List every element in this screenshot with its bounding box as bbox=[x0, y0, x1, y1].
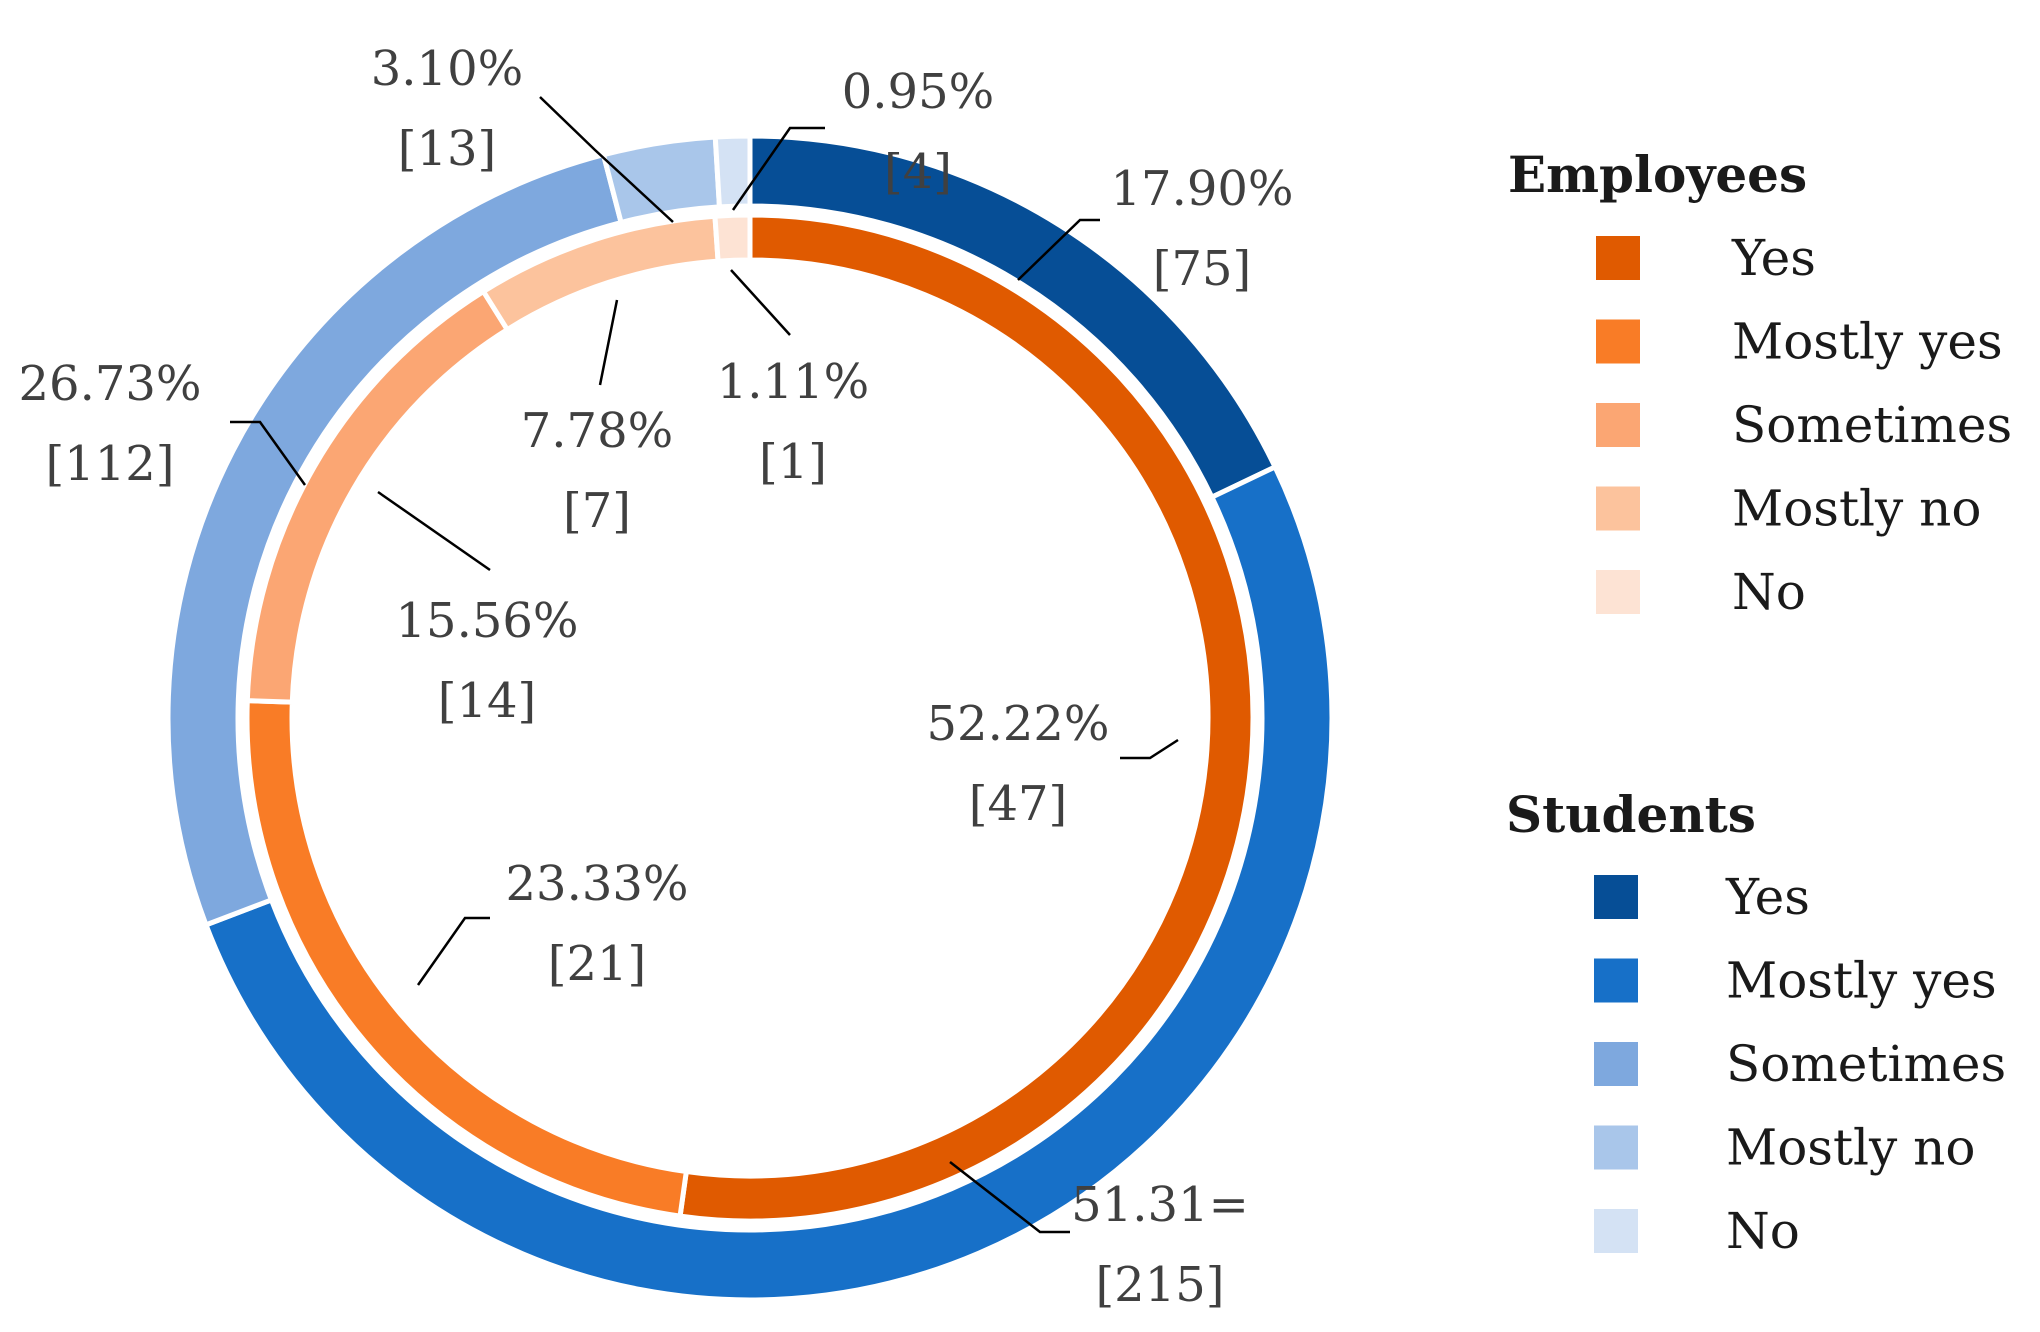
employees-no-leader-line bbox=[730, 269, 791, 336]
employees-mostly-yes-percent-label: 23.33% bbox=[505, 856, 688, 912]
legend-title-students: Students bbox=[1506, 785, 1756, 844]
employees-yes-count-label: [47] bbox=[969, 776, 1068, 832]
employees-sometimes-count-label: [14] bbox=[438, 673, 537, 729]
students-mostly-no-leader-line bbox=[539, 96, 674, 223]
leader-lines bbox=[230, 96, 1179, 1234]
employees-segment-no bbox=[712, 212, 753, 264]
employees-no-count-label: [1] bbox=[759, 434, 827, 490]
legend-label-students-sometimes: Sometimes bbox=[1726, 1035, 2006, 1093]
employees-mostly-yes-count-label: [21] bbox=[548, 936, 647, 992]
legend-label-students-no: No bbox=[1726, 1202, 1800, 1260]
legend-label-students-mostly-no: Mostly no bbox=[1726, 1119, 1976, 1177]
employees-mostly-no-percent-label: 7.78% bbox=[521, 403, 673, 459]
legend-label-employees-sometimes: Sometimes bbox=[1732, 396, 2012, 454]
legend-swatch-students-mostly-no bbox=[1594, 1125, 1638, 1170]
legend-label-employees-mostly-no: Mostly no bbox=[1732, 480, 1982, 538]
students-mostly-yes-percent-label: 51.31= bbox=[1071, 1177, 1249, 1233]
students-no-percent-label: 0.95% bbox=[842, 64, 994, 120]
students-segment-mostly-yes bbox=[202, 463, 1335, 1303]
students-mostly-yes-leader-line bbox=[949, 1161, 1070, 1234]
employees-mostly-no-leader-line bbox=[598, 299, 619, 386]
legend-swatch-employees-yes bbox=[1596, 236, 1640, 280]
students-yes-count-label: [75] bbox=[1153, 241, 1252, 297]
legend-swatch-employees-no bbox=[1596, 570, 1640, 614]
legend-swatch-employees-mostly-yes bbox=[1596, 319, 1640, 364]
employees-sometimes-leader-line bbox=[377, 490, 491, 572]
legend-swatch-employees-sometimes bbox=[1596, 403, 1640, 447]
employees-yes-leader-line bbox=[1120, 738, 1179, 760]
legend-label-employees-no: No bbox=[1732, 563, 1806, 621]
students-mostly-no-percent-label: 3.10% bbox=[371, 41, 523, 97]
employees-mostly-yes-leader-line bbox=[416, 916, 490, 986]
students-no-leader-line bbox=[731, 126, 825, 211]
legend-swatch-students-mostly-yes bbox=[1594, 958, 1638, 1003]
students-segment-no bbox=[712, 133, 753, 210]
students-sometimes-count-label: [112] bbox=[45, 436, 174, 492]
legend-swatch-students-no bbox=[1594, 1209, 1638, 1253]
students-yes-percent-label: 17.90% bbox=[1110, 161, 1293, 217]
employees-sometimes-percent-label: 15.56% bbox=[395, 593, 578, 649]
legend: Employees Students Yes Mostly yes Sometime… bbox=[1506, 145, 2012, 1260]
legend-label-employees-mostly-yes: Mostly yes bbox=[1732, 313, 2003, 371]
data-labels: 52.22% [47] 23.33% [21] 15.56% [14] 7.78% [7] 1.… bbox=[18, 41, 1293, 1313]
legend-swatch-students-sometimes bbox=[1594, 1042, 1638, 1086]
students-sometimes-leader-line bbox=[230, 420, 307, 486]
employees-no-percent-label: 1.11% bbox=[717, 354, 869, 410]
employees-yes-percent-label: 52.22% bbox=[926, 696, 1109, 752]
legend-swatch-students-yes bbox=[1594, 875, 1638, 919]
students-no-count-label: [4] bbox=[884, 144, 952, 200]
legend-title-employees: Employees bbox=[1508, 145, 1807, 204]
students-yes-leader-line bbox=[1017, 218, 1100, 281]
students-sometimes-percent-label: 26.73% bbox=[18, 356, 201, 412]
students-mostly-no-count-label: [13] bbox=[398, 121, 497, 177]
students-mostly-yes-count-label: [215] bbox=[1095, 1257, 1224, 1313]
legend-label-students-yes: Yes bbox=[1725, 868, 1810, 926]
donut-rings bbox=[165, 133, 1335, 1303]
legend-label-employees-yes: Yes bbox=[1731, 229, 1816, 287]
employees-mostly-no-count-label: [7] bbox=[563, 483, 631, 539]
legend-swatch-employees-mostly-no bbox=[1596, 486, 1640, 531]
legend-label-students-mostly-yes: Mostly yes bbox=[1726, 952, 1997, 1010]
